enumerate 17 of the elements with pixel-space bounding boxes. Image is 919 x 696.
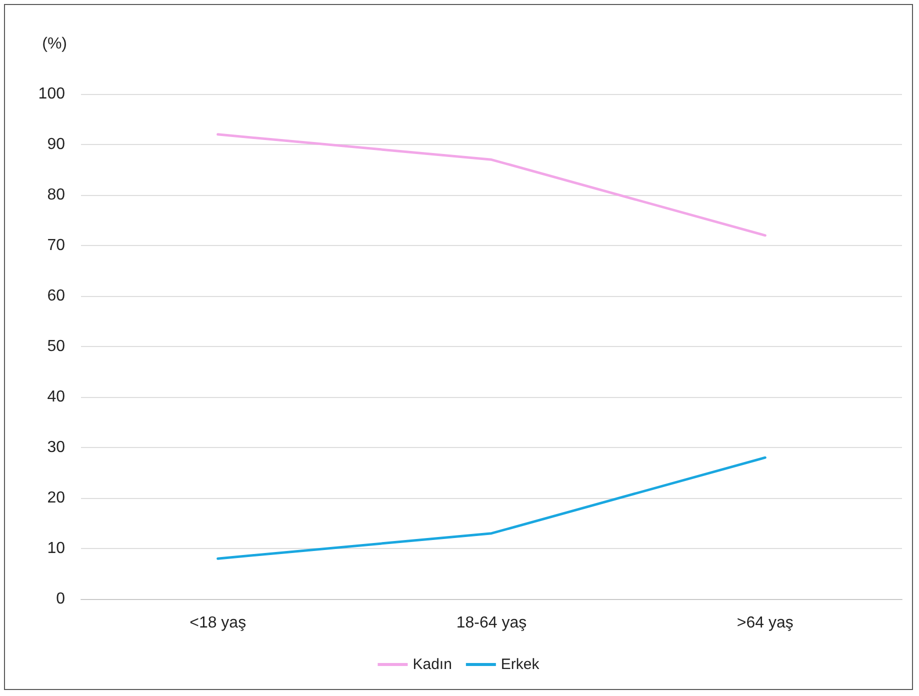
y-tick-label: 70	[47, 237, 66, 254]
y-tick-label: 60	[47, 288, 66, 304]
legend-label: Erkek	[500, 656, 540, 673]
y-tick-label: 50	[47, 338, 66, 355]
y-tick-label: 20	[47, 490, 66, 506]
legend-label: Kadın	[412, 656, 452, 673]
y-tick-label: 0	[56, 590, 66, 608]
y-tick-label: 10	[47, 540, 66, 557]
x-tick-label: 18-64 yaş	[456, 614, 527, 632]
y-tick-label: 40	[47, 388, 66, 406]
y-tick-label: 30	[47, 439, 66, 456]
x-tick-label: >64 yaş	[736, 614, 794, 632]
y-tick-label: 100	[38, 86, 66, 102]
x-tick-label: <18 yaş	[190, 614, 246, 632]
y-tick-label: 90	[47, 136, 66, 153]
y-axis-title: (%)	[42, 36, 67, 52]
y-tick-label: 80	[47, 186, 66, 204]
